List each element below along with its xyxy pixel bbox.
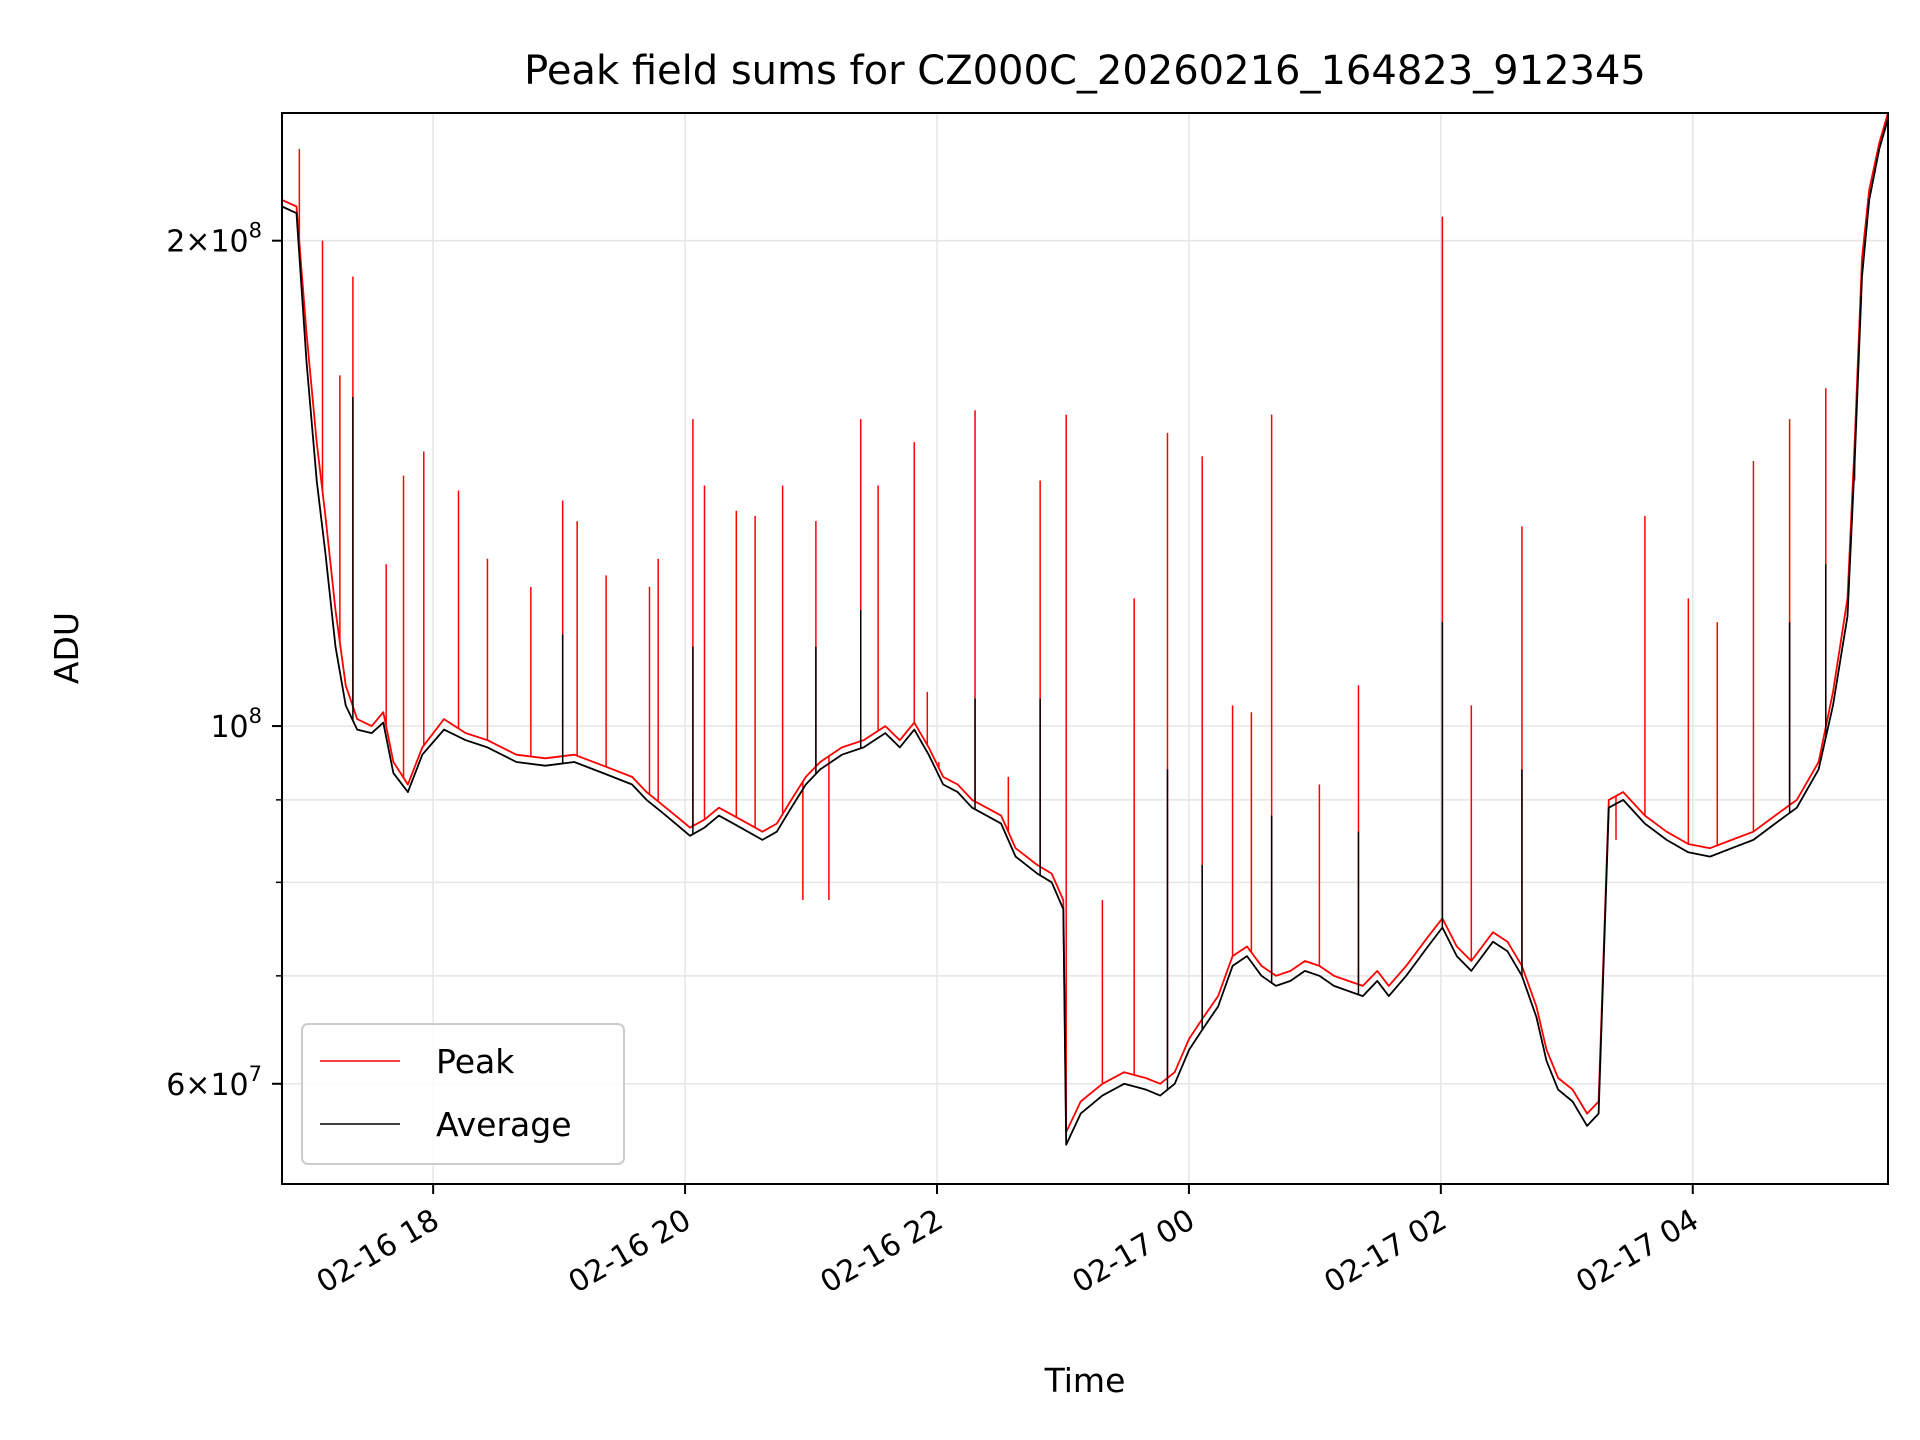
legend: Peak Average [302, 1024, 624, 1164]
legend-label-peak: Peak [436, 1042, 515, 1081]
legend-label-average: Average [436, 1105, 572, 1144]
y-tick-label: 2×108 [166, 219, 262, 260]
y-axis-label: ADU [47, 612, 86, 684]
chart-title: Peak field sums for CZ000C_20260216_1648… [524, 48, 1646, 94]
x-axis-label: Time [1044, 1361, 1126, 1400]
y-tick-label: 6×107 [166, 1062, 262, 1103]
